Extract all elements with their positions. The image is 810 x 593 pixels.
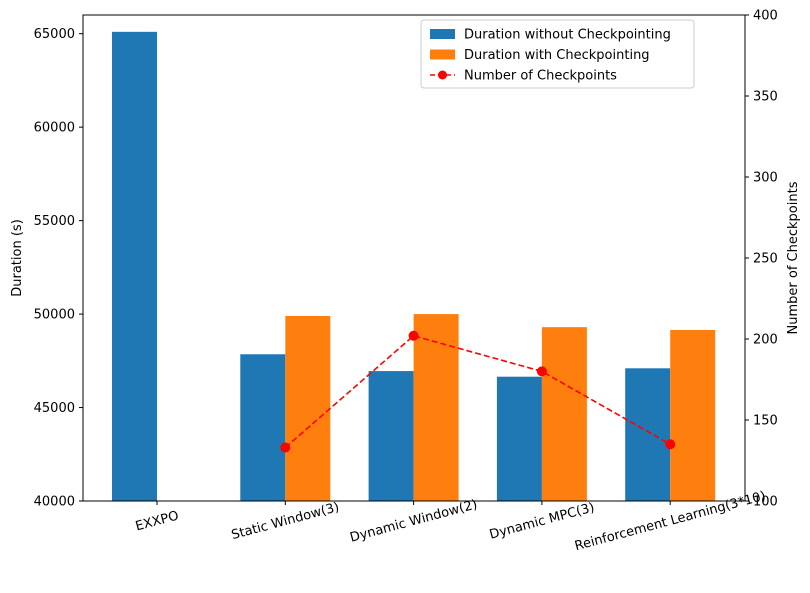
x-tick-label-group-0: EXXPO <box>134 509 180 535</box>
legend-swatch-0 <box>430 29 455 39</box>
x-tick-label-0: EXXPO <box>134 509 180 535</box>
y-tick-label-left-55000: 55000 <box>34 214 75 229</box>
x-tick-label-group-3: Dynamic MPC(3) <box>488 500 596 542</box>
y-tick-label-right-150: 150 <box>753 414 778 429</box>
y-tick-label-right-250: 250 <box>753 252 778 267</box>
bar-with-checkpointing-1 <box>285 315 331 501</box>
bar-without-checkpointing-1 <box>240 354 286 501</box>
x-tick-label-3: Dynamic MPC(3) <box>488 500 596 542</box>
y-tick-label-right-400: 400 <box>753 9 778 24</box>
bar-with-checkpointing-3 <box>541 327 587 501</box>
checkpoint-point-0 <box>280 442 291 453</box>
y-tick-label-left-65000: 65000 <box>34 27 75 42</box>
legend-label-0: Duration without Checkpointing <box>464 28 671 43</box>
y-tick-label-right-200: 200 <box>753 333 778 348</box>
checkpoint-point-2 <box>536 366 547 377</box>
bar-without-checkpointing-4 <box>625 368 671 501</box>
x-tick-label-group-1: Static Window(3) <box>230 500 341 543</box>
legend: Duration without Checkpointing Duration w… <box>420 19 695 89</box>
bars-layer <box>112 31 716 501</box>
bar-without-checkpointing-3 <box>496 376 542 501</box>
y-axis-label-right: Number of Checkpoints <box>786 181 801 334</box>
y-tick-label-left-45000: 45000 <box>34 401 75 416</box>
y-tick-label-right-300: 300 <box>753 171 778 186</box>
y-tick-label-left-60000: 60000 <box>34 121 75 136</box>
y-tick-label-left-50000: 50000 <box>34 308 75 323</box>
checkpoints-line <box>284 334 671 449</box>
bar-without-checkpointing-2 <box>368 371 414 501</box>
legend-label-1: Duration with Checkpointing <box>464 48 650 63</box>
y-tick-label-right-100: 100 <box>753 495 778 510</box>
legend-box <box>420 19 695 89</box>
checkpoint-point-1 <box>408 330 419 341</box>
x-tick-label-1: Static Window(3) <box>230 500 341 543</box>
checkpoint-point-3 <box>665 439 676 450</box>
y-tick-label-left-40000: 40000 <box>34 495 75 510</box>
line-layer <box>280 330 676 453</box>
legend-swatch-1 <box>430 49 455 60</box>
legend-label-2: Number of Checkpoints <box>464 69 617 84</box>
y-tick-label-right-350: 350 <box>753 90 778 105</box>
bar-without-checkpointing-0 <box>112 31 157 501</box>
bar-with-checkpointing-2 <box>413 314 459 501</box>
legend-marker-2 <box>438 70 447 80</box>
y-axis-label-left: Duration (s) <box>10 219 25 297</box>
bar-with-checkpointing-4 <box>670 329 716 501</box>
